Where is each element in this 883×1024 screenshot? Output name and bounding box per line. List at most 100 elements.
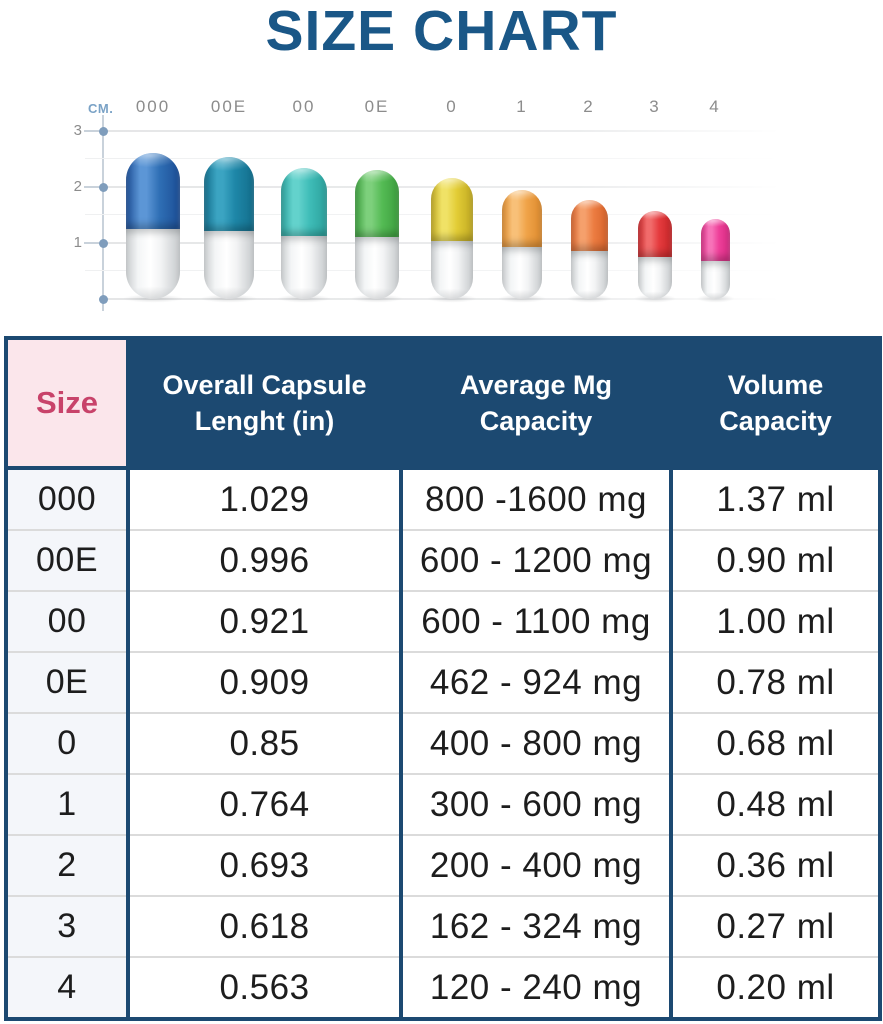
cell-volume: 1.37 ml xyxy=(669,468,880,530)
cell-mg-capacity: 400 - 800 mg xyxy=(399,712,671,774)
table-row: 1 0.764 300 - 600 mg 0.48 ml xyxy=(6,773,880,835)
column-header-volume: Volume Capacity xyxy=(669,338,880,468)
cell-size: 0 xyxy=(6,712,128,774)
capsule-size-000 xyxy=(126,153,180,299)
capsule-body xyxy=(502,246,542,299)
cell-volume: 0.36 ml xyxy=(669,834,880,896)
y-axis-line xyxy=(102,115,104,311)
cell-length: 0.693 xyxy=(126,834,401,896)
cell-mg-capacity: 600 - 1200 mg xyxy=(399,529,671,591)
table-row: 3 0.618 162 - 324 mg 0.27 ml xyxy=(6,895,880,957)
cell-volume: 0.27 ml xyxy=(669,895,880,957)
table-row: 00 0.921 600 - 1100 mg 1.00 ml xyxy=(6,590,880,652)
cell-mg-capacity: 162 - 324 mg xyxy=(399,895,671,957)
cell-size: 4 xyxy=(6,956,128,1019)
capsule-size-00 xyxy=(281,168,327,299)
y-axis-tick-label-3: 3 xyxy=(73,122,82,139)
capsule-cap xyxy=(431,178,473,241)
half-cm-gridline xyxy=(85,158,780,159)
capsule-cap xyxy=(204,157,254,231)
capsule-cap xyxy=(700,219,730,261)
capsule-size-label: 00E xyxy=(210,97,248,116)
capsule-size-0 xyxy=(431,178,473,299)
capsule-body xyxy=(281,236,327,299)
cell-size: 0E xyxy=(6,651,128,713)
cell-length: 0.85 xyxy=(126,712,401,774)
axis-dot xyxy=(99,295,108,304)
capsule-cap xyxy=(502,190,542,247)
cell-mg-capacity: 600 - 1100 mg xyxy=(399,590,671,652)
cell-size: 1 xyxy=(6,773,128,835)
capsule-size-label: 00 xyxy=(292,97,316,116)
capsule-body xyxy=(204,230,254,299)
cell-mg-capacity: 300 - 600 mg xyxy=(399,773,671,835)
y-axis-tick-label-1: 1 xyxy=(73,234,82,251)
capsule-cap xyxy=(126,153,180,229)
cm-gridline xyxy=(103,298,780,300)
cell-volume: 0.20 ml xyxy=(669,956,880,1019)
cell-size: 3 xyxy=(6,895,128,957)
capsule-body xyxy=(431,240,473,299)
table-row: 0E 0.909 462 - 924 mg 0.78 ml xyxy=(6,651,880,713)
cell-size: 2 xyxy=(6,834,128,896)
table-body: 000 1.029 800 -1600 mg 1.37 ml 00E 0.996 600 -… xyxy=(6,468,880,1019)
capsule-body xyxy=(638,256,672,299)
axis-dot xyxy=(99,239,108,248)
capsule-body xyxy=(355,237,399,299)
page-title: SIZE CHART xyxy=(265,0,618,63)
tick-dash xyxy=(84,186,99,188)
capsule-size-1 xyxy=(502,190,542,299)
tick-dash xyxy=(84,130,99,132)
cm-gridline xyxy=(103,130,780,132)
cell-length: 0.921 xyxy=(126,590,401,652)
capsule-size-label: 0E xyxy=(364,97,390,116)
cell-mg-capacity: 462 - 924 mg xyxy=(399,651,671,713)
capsule-size-label: 4 xyxy=(709,97,721,116)
capsule-cap xyxy=(281,168,327,237)
capsule-size-diagram: CM. 3 2 1 000 00E 00 0E 0 1 2 3 4 xyxy=(0,61,883,323)
capsule-cap xyxy=(638,211,672,257)
cell-length: 0.764 xyxy=(126,773,401,835)
table-row: 4 0.563 120 - 240 mg 0.20 ml xyxy=(6,956,880,1019)
capsule-size-2 xyxy=(570,200,608,299)
column-header-length: Overall Capsule Lenght (in) xyxy=(126,338,401,468)
capsule-size-label: 0 xyxy=(446,97,458,116)
capsule-body xyxy=(700,260,730,299)
capsule-size-label: 3 xyxy=(649,97,661,116)
capsule-size-00e xyxy=(204,157,254,299)
cell-volume: 0.48 ml xyxy=(669,773,880,835)
capsule-size-0e xyxy=(355,170,399,299)
capsule-body xyxy=(570,251,608,299)
cell-mg-capacity: 120 - 240 mg xyxy=(399,956,671,1019)
capsule-cap xyxy=(570,200,608,252)
cell-length: 0.563 xyxy=(126,956,401,1019)
cell-size: 00E xyxy=(6,529,128,591)
capsule-cap xyxy=(355,170,399,238)
capsule-size-label: 1 xyxy=(516,97,528,116)
cell-volume: 0.68 ml xyxy=(669,712,880,774)
axis-dot xyxy=(99,127,108,136)
cell-volume: 1.00 ml xyxy=(669,590,880,652)
capsule-size-label: 2 xyxy=(583,97,595,116)
table-header-row: Size Overall Capsule Lenght (in) Average… xyxy=(6,338,880,468)
table-row: 2 0.693 200 - 400 mg 0.36 ml xyxy=(6,834,880,896)
cell-size: 000 xyxy=(6,468,128,530)
table-row: 000 1.029 800 -1600 mg 1.37 ml xyxy=(6,468,880,530)
capsule-size-label: 000 xyxy=(135,97,171,116)
cell-size: 00 xyxy=(6,590,128,652)
capsule-size-3 xyxy=(638,211,672,299)
table-row: 0 0.85 400 - 800 mg 0.68 ml xyxy=(6,712,880,774)
cell-length: 0.618 xyxy=(126,895,401,957)
table-row: 00E 0.996 600 - 1200 mg 0.90 ml xyxy=(6,529,880,591)
capsule-body xyxy=(126,228,180,299)
cell-length: 0.909 xyxy=(126,651,401,713)
capsule-size-table: Size Overall Capsule Lenght (in) Average… xyxy=(4,336,882,1021)
capsule-size-4 xyxy=(700,219,730,299)
column-header-mg: Average Mg Capacity xyxy=(399,338,671,468)
y-axis-tick-label-2: 2 xyxy=(73,178,82,195)
cm-axis-unit-label: CM. xyxy=(88,101,114,116)
cell-mg-capacity: 200 - 400 mg xyxy=(399,834,671,896)
column-header-size: Size xyxy=(6,338,128,468)
cell-mg-capacity: 800 -1600 mg xyxy=(399,468,671,530)
